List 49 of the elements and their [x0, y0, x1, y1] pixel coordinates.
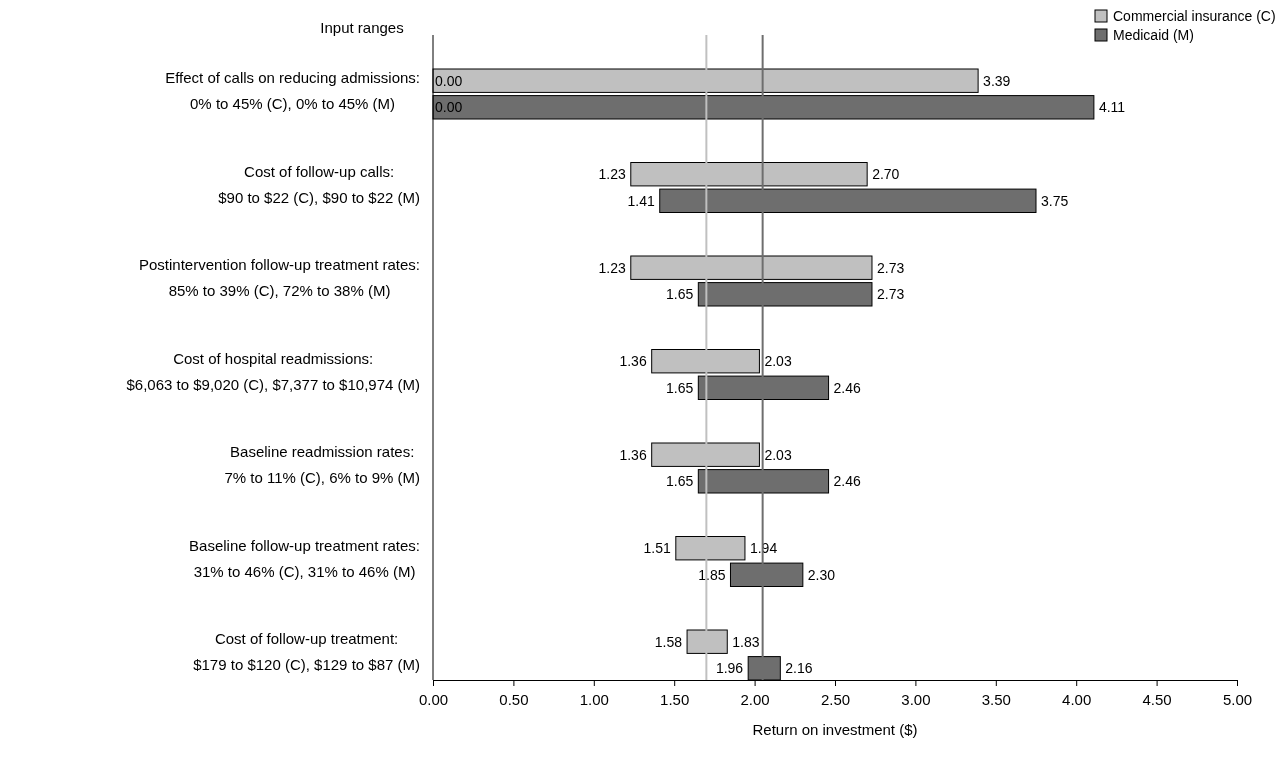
y-tick-label: Postintervention follow-up treatment rates: 85% to 39% (C), 72% to 38% (M): [139, 256, 420, 299]
text: 2.30: [807, 566, 836, 583]
x-tick-label: 1.00: [579, 690, 609, 708]
text: 1.23: [598, 259, 626, 276]
x-tick-label: 4.00: [1062, 690, 1092, 708]
text: 2.16: [785, 660, 813, 677]
x-axis-title: Return on investment ($): [752, 721, 918, 738]
text: 1.85: [698, 566, 726, 583]
x-tick-label: 4.50: [1142, 690, 1172, 708]
y-axis-title: Input ranges: [320, 19, 404, 36]
legend-label: Commercial insurance (C): [1113, 8, 1276, 24]
text: 1.41: [627, 192, 655, 209]
text: 4.11: [1098, 99, 1126, 116]
text: 2.70: [872, 166, 900, 183]
legend-label: Medicaid (M): [1113, 27, 1194, 43]
text: 2.46: [833, 379, 861, 396]
y-tick-label: Cost of hospital readmissions: $6,063 to $9,020 (C), $7,377 to $10,974 (M): [126, 349, 420, 393]
text: 0.00: [435, 72, 463, 89]
text: 2.46: [833, 473, 861, 490]
x-tick-label: 0.50: [499, 690, 529, 708]
text: 3.75: [1041, 192, 1069, 209]
x-tick-label: 2.00: [740, 690, 770, 708]
y-tick-label: Cost of follow-up calls: $90 to $22 (C), $90 to $22 (M): [218, 162, 420, 206]
text: 1.83: [732, 633, 760, 650]
x-tick-label: 1.50: [660, 690, 690, 708]
text: 1.51: [643, 540, 671, 557]
y-tick-label: Baseline follow-up treatment rates: 31% to 46% (C), 31% to 46% (M): [189, 536, 420, 580]
y-tick-label: Cost of follow-up treatment: $179 to $120 (C), $129 to $87 (M): [193, 630, 420, 673]
text: 2.73: [876, 259, 905, 276]
text: 1.65: [666, 473, 694, 490]
text: 2.03: [764, 353, 792, 370]
text: 1.23: [598, 166, 626, 183]
text: 3.39: [983, 72, 1011, 89]
x-tick-label: 3.00: [901, 690, 931, 708]
text: 2.03: [764, 446, 792, 463]
x-tick-label: 2.50: [820, 690, 851, 708]
text: 0.00: [435, 99, 463, 116]
text: 1.58: [654, 633, 683, 650]
text: 1.36: [619, 353, 647, 370]
text: 1.96: [715, 660, 744, 677]
x-tick-label: 0.00: [418, 690, 449, 708]
text: 1.36: [619, 446, 647, 463]
text: 1.65: [666, 379, 694, 396]
y-tick-label: Effect of calls on reducing admissions: 0% to 45% (C), 0% to 45% (M): [165, 69, 420, 112]
text: 1.65: [666, 286, 694, 303]
x-tick-label: 3.50: [981, 690, 1011, 708]
text: 2.73: [876, 286, 905, 303]
x-tick-label: 5.00: [1222, 690, 1253, 708]
y-tick-label: Baseline readmission rates: 7% to 11% (C), 6% to 9% (M): [224, 443, 420, 486]
